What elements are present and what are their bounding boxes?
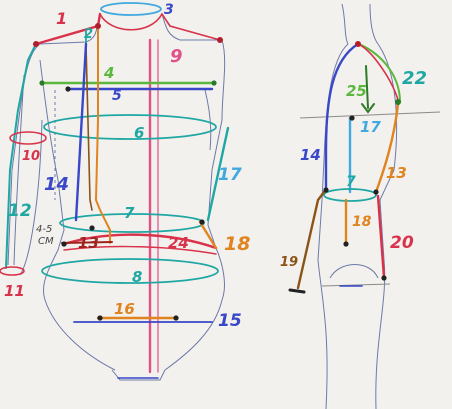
side-measure-lines xyxy=(288,42,401,294)
label-18: 18 xyxy=(224,233,250,255)
side-line-22 xyxy=(357,43,401,103)
side-line-19 xyxy=(296,190,326,290)
line-24b xyxy=(63,245,217,255)
side-label-18: 18 xyxy=(352,214,372,230)
label-3: 3 xyxy=(164,2,174,18)
side-label-19: 19 xyxy=(280,255,298,270)
side-label-20: 20 xyxy=(390,233,414,253)
label-1: 1 xyxy=(56,9,67,28)
label-7: 7 xyxy=(124,204,135,222)
label-11: 11 xyxy=(4,282,25,300)
side-label-13: 13 xyxy=(386,164,407,182)
side-dots xyxy=(323,41,401,281)
side-line-13 xyxy=(374,102,400,194)
label-8: 8 xyxy=(132,268,142,286)
label-17: 17 xyxy=(218,165,242,185)
side-ellipse-7 xyxy=(323,188,377,202)
side-body-outline xyxy=(299,3,441,409)
label-16: 16 xyxy=(114,300,135,318)
ellipse-8-hip xyxy=(41,258,219,284)
ellipse-6-bust xyxy=(43,114,217,140)
line-24 xyxy=(62,233,218,250)
side-label-14: 14 xyxy=(300,146,321,164)
line-17 xyxy=(206,126,230,222)
line-1b-shoulder xyxy=(99,12,221,41)
line-13 xyxy=(94,25,111,244)
side-label-7: 7 xyxy=(346,174,356,190)
line-18 xyxy=(198,220,218,250)
line-14 xyxy=(74,42,88,222)
line-12-arm xyxy=(5,43,37,269)
ellipse-10-bicep xyxy=(9,131,47,145)
front-dots xyxy=(33,23,223,321)
label-14: 14 xyxy=(44,174,69,195)
label-9: 9 xyxy=(170,46,183,67)
line-13b xyxy=(61,241,113,244)
label-13: 13 xyxy=(78,234,99,252)
label-6: 6 xyxy=(134,124,144,142)
side-labels: 22 25 17 14 7 13 18 20 19 xyxy=(280,68,427,270)
side-label-17: 17 xyxy=(360,118,381,136)
front-measure-lines xyxy=(0,2,230,379)
side-label-22: 22 xyxy=(402,68,427,89)
side-line-red xyxy=(357,43,399,101)
side-line-20 xyxy=(376,194,386,280)
label-2: 2 xyxy=(84,27,93,42)
label-15: 15 xyxy=(218,311,242,331)
side-line-25 xyxy=(365,65,369,109)
label-4: 4 xyxy=(103,64,114,82)
neck-circle xyxy=(100,2,162,16)
front-labels: 1 2 3 4 5 6 7 8 9 10 11 12 13 14 15 16 1… xyxy=(4,2,250,331)
label-10: 10 xyxy=(22,149,40,164)
note-cm: CM xyxy=(38,236,54,247)
ellipse-11-wrist xyxy=(0,266,25,276)
side-label-25: 25 xyxy=(346,82,367,100)
line-13-brown xyxy=(85,43,93,211)
label-24: 24 xyxy=(168,234,189,252)
label-12: 12 xyxy=(8,201,32,221)
side-line-14 xyxy=(324,42,360,192)
front-body-outline xyxy=(7,13,226,381)
label-5: 5 xyxy=(112,88,122,104)
note-4-5: 4-5 xyxy=(36,224,52,235)
